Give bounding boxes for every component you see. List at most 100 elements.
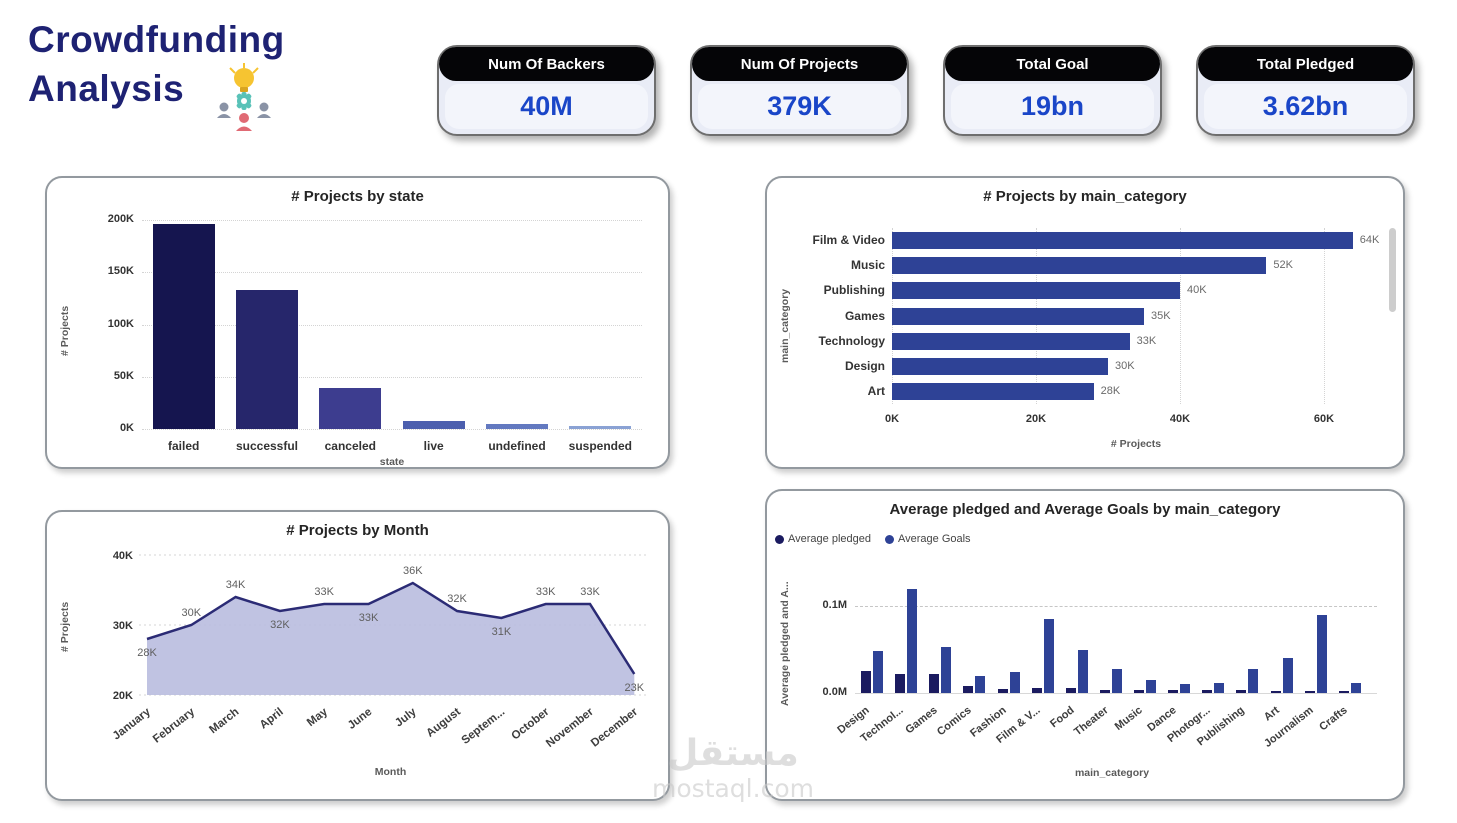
bar-canceled[interactable] [319,388,382,429]
data-label: 33K [580,586,600,598]
scrollbar-thumb[interactable] [1389,228,1396,312]
bar-value-label: 30K [1115,359,1135,372]
gridline [142,376,642,378]
kpi-card-total-pledged: Total Pledged 3.62bn [1196,45,1415,136]
bar-Publishing-avg-goals[interactable] [1248,668,1259,693]
gridline [142,220,642,221]
x-tick-label: 0K [884,413,900,425]
bar-Comics-avg-pledged[interactable] [963,686,974,693]
x-category-label: Septem... [460,706,508,747]
bar-successful[interactable] [236,290,298,429]
gridline [855,606,1377,607]
bar-Design[interactable] [892,357,1108,375]
bar-Crafts-avg-pledged[interactable] [1338,691,1349,693]
x-tick-label: 20K [1025,413,1047,425]
panel-avg-pledged-goals: Average pledged and Average Goals by mai… [765,489,1405,801]
data-label: 32K [270,619,290,631]
bar-Photogr...-avg-goals[interactable] [1214,682,1225,693]
bar-Dance-avg-pledged[interactable] [1168,689,1179,693]
bar-Music-avg-pledged[interactable] [1134,690,1145,693]
crowdfunding-icon [217,63,271,131]
bar-value-label: 33K [1136,334,1157,347]
x-category-label: live [423,439,444,453]
kpi-label: Num Of Backers [439,47,654,81]
data-label: 23K [625,682,645,694]
bar-suspended[interactable] [569,425,632,429]
y-tick-label: 200K [107,213,134,225]
y-tick-label: 0.0M [822,686,847,698]
x-tick-label: 60K [1313,413,1335,425]
bar-Technol...-avg-pledged[interactable] [895,673,906,693]
y-tick-label: 20K [113,690,133,702]
bar-Publishing-avg-pledged[interactable] [1236,690,1247,693]
bar-Food-avg-goals[interactable] [1077,649,1088,693]
data-label: 28K [137,647,157,659]
bar-Fashion-avg-pledged[interactable] [997,688,1008,693]
bar-Film & Video[interactable] [892,232,1353,250]
x-category-label: July [393,706,419,730]
chart-title: # Projects by state [291,188,424,205]
y-tick-label: 0.1M [822,599,847,611]
chart-projects-by-state-plot: 0K 50K 100K 150K 200K failed successful cancele… [47,178,668,467]
bar-Theater-avg-pledged[interactable] [1099,689,1110,693]
bar-Games-avg-pledged[interactable] [929,673,940,693]
bar-Games-avg-goals[interactable] [941,646,952,693]
bar-Publishing[interactable] [892,282,1180,300]
bar-Theater-avg-goals[interactable] [1111,668,1122,693]
kpi-card-num-projects: Num Of Projects 379K [690,45,909,136]
x-category-label: suspended [568,439,632,453]
bar-Crafts-avg-goals[interactable] [1350,683,1361,693]
bar-Design-avg-pledged[interactable] [861,671,871,693]
legend-label: Average pledged [788,533,871,545]
data-label: 31K [492,626,512,638]
x-category-label: February [151,706,198,746]
bar-Design-avg-goals[interactable] [873,651,883,693]
x-category-label: January [111,706,154,743]
legend-item: Average Goals [884,533,971,545]
bar-value-label: 35K [1151,309,1171,322]
bar-Music-avg-goals[interactable] [1146,679,1157,693]
bar-Film & V...-avg-goals[interactable] [1043,619,1054,693]
page-title-line1: Crowdfunding [28,19,285,60]
gridline [1324,228,1325,404]
bar-Journalism-avg-pledged[interactable] [1304,691,1315,693]
kpi-card-total-goal: Total Goal 19bn [943,45,1162,136]
bar-Art-avg-pledged[interactable] [1270,691,1281,693]
bar-Journalism-avg-goals[interactable] [1316,614,1327,693]
panel-projects-by-month: # Projects by Month # Projects Month 20K… [45,510,670,801]
kpi-value: 40M [445,84,648,129]
legend-label: Average Goals [897,533,971,545]
bar-Film & V...-avg-pledged[interactable] [1031,687,1042,693]
area-fill[interactable] [147,583,635,695]
bar-Comics-avg-goals[interactable] [975,675,986,693]
data-label: 34K [226,579,246,591]
bar-Art-avg-goals[interactable] [1282,658,1293,693]
data-label: 30K [182,607,202,619]
bar-Games[interactable] [892,307,1144,325]
bar-live[interactable] [402,420,465,429]
bar-failed[interactable] [152,224,215,429]
bar-Photogr...-avg-pledged[interactable] [1202,690,1213,693]
legend-dot [775,534,784,544]
bar-Fashion-avg-goals[interactable] [1009,672,1020,693]
bar-Dance-avg-goals[interactable] [1180,684,1191,693]
legend-item: Average pledged [775,533,871,545]
chart-title: Average pledged and Average Goals by mai… [889,501,1281,518]
x-category-label: undefined [488,439,546,453]
gridline [142,272,642,274]
category-label: Technology [818,333,885,348]
gridline [142,324,642,326]
bar-Music[interactable] [892,257,1267,275]
legend-dot [884,534,894,544]
bar-Food-avg-pledged[interactable] [1065,687,1076,693]
bar-value-label: 28K [1100,384,1121,397]
bar-Technology[interactable] [892,332,1130,350]
bar-Technol...-avg-goals[interactable] [907,588,918,693]
bar-Art[interactable] [892,382,1094,400]
bar-value-label: 52K [1273,259,1293,272]
kpi-label: Num Of Projects [692,47,907,81]
bar-undefined[interactable] [486,423,548,429]
chart-title: # Projects by Month [286,522,429,539]
x-axis-label: # Projects [1110,438,1162,450]
x-category-label: June [346,706,375,732]
